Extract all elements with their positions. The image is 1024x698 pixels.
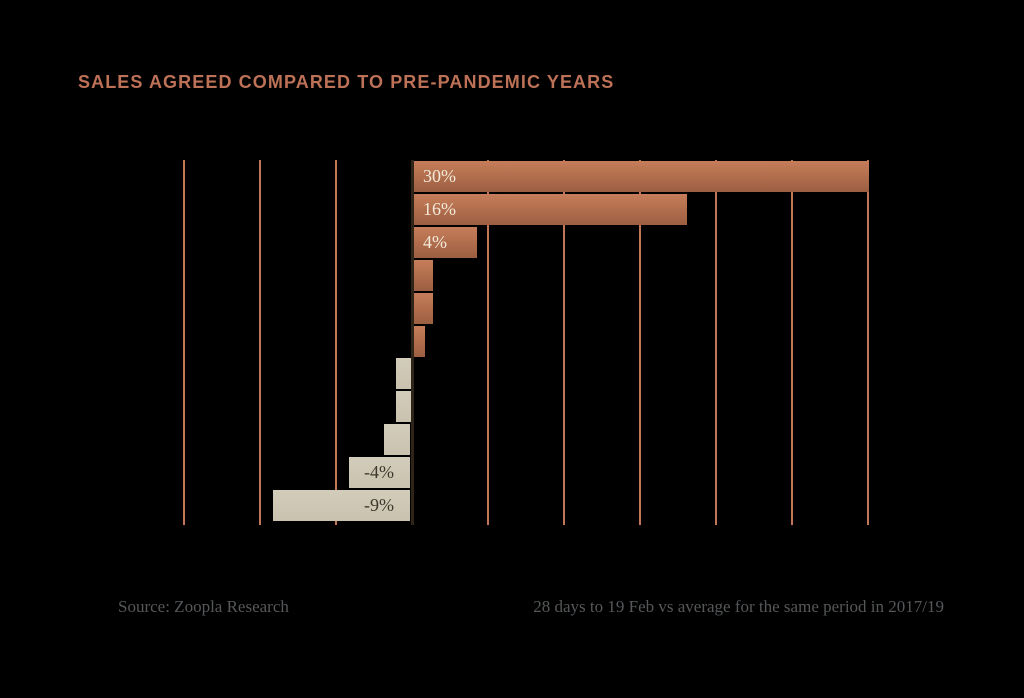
gridline	[791, 160, 793, 525]
bar	[413, 292, 433, 324]
gridline	[487, 160, 489, 525]
gridline	[335, 160, 337, 525]
gridline	[259, 160, 261, 525]
gridline	[867, 160, 869, 525]
zero-axis-line	[410, 160, 414, 525]
bar: -9%	[273, 490, 410, 521]
bar: 4%	[413, 226, 477, 258]
chart-title: SALES AGREED COMPARED TO PRE-PANDEMIC YE…	[78, 72, 615, 92]
bar-value-label: 4%	[423, 231, 447, 252]
gridline	[563, 160, 565, 525]
bar-value-label: -4%	[363, 462, 394, 483]
bar-value-label: -9%	[363, 495, 394, 515]
bar	[396, 358, 413, 390]
gridline	[639, 160, 641, 525]
bar	[396, 391, 413, 423]
bar-value-label: 16%	[423, 198, 456, 219]
bar: 30%	[413, 161, 869, 192]
bar-value-label: 30%	[423, 166, 456, 186]
source-attribution: Source: Zoopla Research	[118, 597, 289, 616]
bar	[413, 259, 433, 291]
bar	[413, 325, 426, 357]
period-note: 28 days to 19 Feb vs average for the sam…	[533, 597, 944, 616]
gridline	[183, 160, 185, 525]
bar: -4%	[349, 457, 410, 489]
gridline	[715, 160, 717, 525]
bar: 16%	[413, 193, 687, 225]
bar	[384, 424, 410, 456]
